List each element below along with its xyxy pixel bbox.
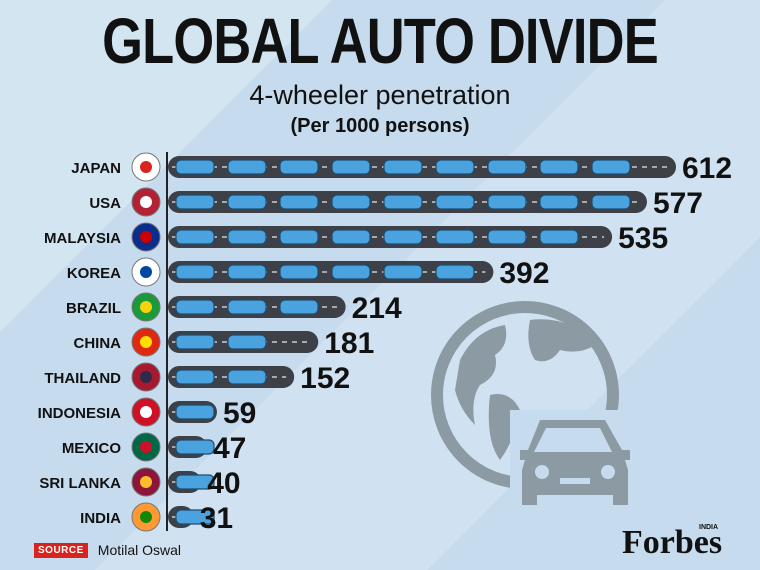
flag-icon (131, 292, 161, 322)
value-label: 214 (352, 292, 402, 325)
value-label: 59 (223, 397, 256, 430)
car-icon (383, 229, 423, 245)
category-label: KOREA (67, 265, 121, 282)
car-icon (175, 264, 215, 280)
category-label: JAPAN (71, 160, 121, 177)
car-icon (175, 404, 215, 420)
category-label: INDONESIA (38, 405, 122, 422)
car-icon (175, 369, 215, 385)
source-tag: SOURCE (34, 542, 88, 558)
value-label: 47 (213, 432, 246, 465)
category-label: INDIA (80, 510, 121, 527)
flag-icon (131, 152, 161, 182)
flag-icon (131, 502, 161, 532)
car-icon (175, 159, 215, 175)
car-icon (487, 229, 527, 245)
category-label: USA (89, 195, 121, 212)
value-label: 40 (207, 467, 240, 500)
car-icon (175, 509, 215, 525)
car-icon (175, 474, 215, 490)
chart-title: GLOBAL AUTO DIVIDE (102, 5, 659, 77)
bars-group: JAPAN 612 USA 577 MALAYSIA 535 KOREA 392 BRAZIL 2… (38, 152, 732, 535)
flag-icon (131, 257, 161, 287)
flag-icon (131, 327, 161, 357)
car-icon (227, 159, 267, 175)
car-icon (175, 194, 215, 210)
category-label: MEXICO (62, 440, 122, 457)
value-label: 577 (653, 187, 703, 220)
car-icon (487, 159, 527, 175)
car-icon (279, 194, 319, 210)
globe-car-icon (431, 301, 640, 515)
value-label: 535 (618, 222, 668, 255)
car-icon (331, 264, 371, 280)
car-icon (435, 264, 475, 280)
car-icon (591, 159, 631, 175)
car-icon (279, 229, 319, 245)
car-icon (591, 194, 631, 210)
category-label: THAILAND (44, 370, 121, 387)
car-icon (227, 229, 267, 245)
value-label: 152 (300, 362, 350, 395)
car-icon (175, 299, 215, 315)
source-text: Motilal Oswal (97, 542, 182, 558)
car-icon (175, 229, 215, 245)
car-icon (331, 229, 371, 245)
car-icon (383, 264, 423, 280)
brand-logo: Forbes (622, 524, 723, 561)
car-icon (435, 229, 475, 245)
car-icon (227, 369, 267, 385)
car-icon (227, 299, 267, 315)
car-icon (331, 194, 371, 210)
car-icon (539, 229, 579, 245)
value-label: 392 (499, 257, 549, 290)
flag-icon (131, 467, 161, 497)
car-icon (227, 334, 267, 350)
car-icon (279, 264, 319, 280)
car-icon (279, 299, 319, 315)
car-icon (383, 159, 423, 175)
car-icon (487, 194, 527, 210)
car-icon (279, 159, 319, 175)
car-icon (539, 159, 579, 175)
car-icon (435, 194, 475, 210)
flag-icon (131, 397, 161, 427)
category-label: MALAYSIA (44, 230, 121, 247)
value-label: 612 (682, 152, 732, 185)
car-icon (175, 439, 215, 455)
car-icon (331, 159, 371, 175)
chart-unit: (Per 1000 persons) (290, 115, 470, 137)
flag-icon (131, 362, 161, 392)
car-icon (227, 264, 267, 280)
flag-icon (131, 432, 161, 462)
flag-icon (131, 222, 161, 252)
source-credit: SOURCE Motilal Oswal (34, 542, 181, 558)
category-label: BRAZIL (66, 300, 121, 317)
car-icon (539, 194, 579, 210)
flag-icon (131, 187, 161, 217)
car-icon (227, 194, 267, 210)
brand-edition: INDIA (699, 524, 719, 531)
value-label: 31 (200, 502, 233, 535)
category-label: SRI LANKA (39, 475, 121, 492)
car-icon (383, 194, 423, 210)
car-icon (435, 159, 475, 175)
car-icon (175, 334, 215, 350)
chart-subtitle: 4-wheeler penetration (249, 80, 511, 110)
category-label: CHINA (74, 335, 122, 352)
value-label: 181 (324, 327, 374, 360)
